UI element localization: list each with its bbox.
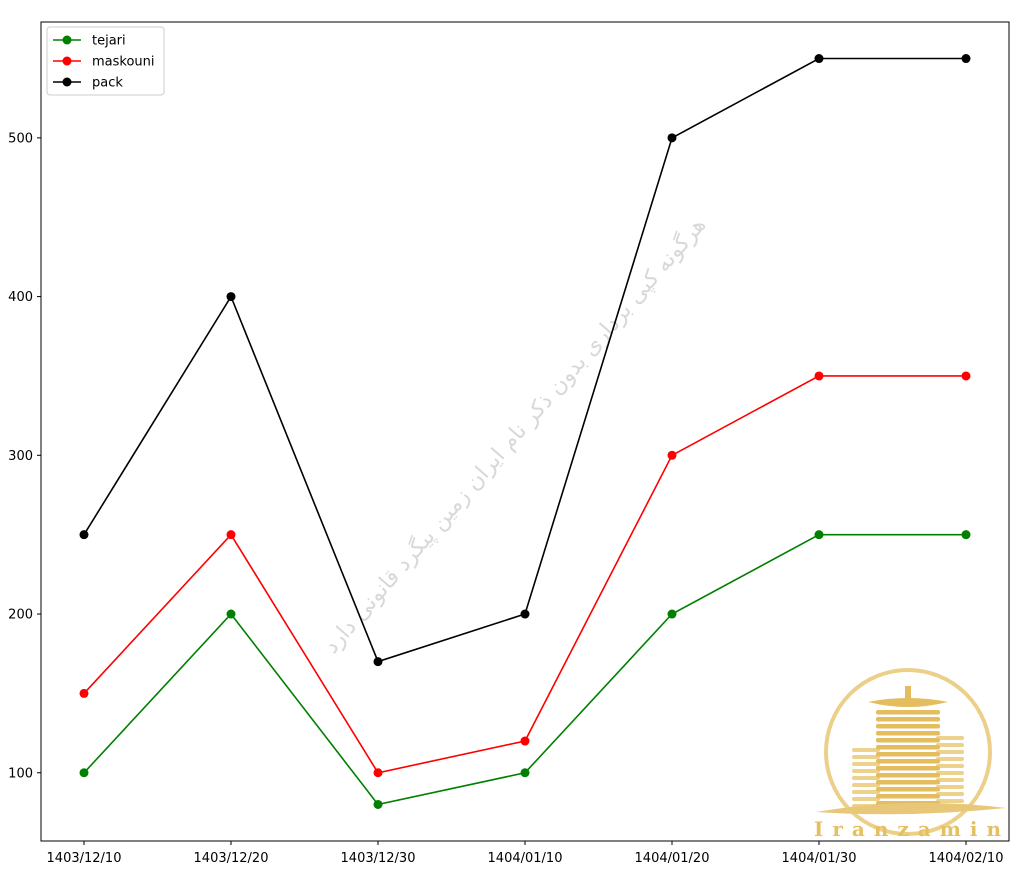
legend-item-maskouni: maskouni	[53, 55, 155, 70]
series-line-tejari	[83, 533, 966, 806]
data-point-pack	[79, 530, 89, 540]
series-pack	[79, 54, 971, 667]
legend-marker	[62, 77, 72, 87]
x-tick-label: 1404/01/20	[635, 851, 710, 866]
legend-label: pack	[92, 76, 123, 91]
logo-ring-band	[876, 724, 940, 729]
watermark: هرگونه کپی برداری بدون ذکر نام ایران زمی…	[318, 212, 711, 658]
x-axis: 1403/12/10 1403/12/20 1403/12/30 1404/01/10…	[47, 841, 1004, 866]
data-point-maskouni	[814, 371, 824, 381]
logo-ring-band	[936, 743, 964, 747]
logo-ring-band	[936, 750, 964, 754]
data-point-tejari	[520, 768, 530, 778]
logo-ring-band	[852, 790, 880, 794]
logo-ring-band	[876, 738, 940, 743]
logo-ring-band	[936, 764, 964, 768]
y-tick-label: 200	[8, 608, 33, 623]
x-tick-label: 1404/02/10	[929, 851, 1004, 866]
logo-ring	[824, 668, 992, 836]
logo-ring-band	[852, 783, 880, 787]
logo-text: Iranzamin	[814, 817, 1010, 841]
logo-ring-band	[876, 787, 940, 792]
logo-ring-band	[936, 799, 964, 803]
series-layer	[79, 54, 971, 809]
data-point-tejari	[667, 609, 677, 619]
logo-ring-band	[936, 771, 964, 775]
data-point-tejari	[226, 609, 236, 619]
legend-item-tejari: tejari	[53, 34, 126, 49]
legend-label: maskouni	[92, 55, 155, 70]
legend-item-pack: pack	[53, 76, 123, 91]
legend-label: tejari	[92, 34, 126, 49]
series-line-pack	[83, 57, 966, 663]
data-point-pack	[226, 292, 236, 302]
x-tick-label: 1404/01/30	[782, 851, 857, 866]
data-point-tejari	[79, 768, 89, 778]
x-tick-label: 1403/12/20	[194, 851, 269, 866]
logo-ring-band	[852, 797, 880, 801]
logo-ring-band	[852, 748, 880, 752]
x-tick-label: 1403/12/10	[47, 851, 122, 866]
logo-building-icon	[852, 686, 964, 813]
data-point-maskouni	[667, 450, 677, 460]
data-point-tejari	[961, 530, 971, 540]
logo-ring-band	[936, 785, 964, 789]
data-point-pack	[814, 54, 824, 64]
legend-box	[46, 26, 165, 96]
y-tick-label: 500	[8, 131, 33, 146]
data-point-maskouni	[520, 736, 530, 746]
data-point-pack	[373, 657, 383, 667]
iranzamin-logo: Iranzamin	[814, 668, 1010, 841]
logo-ring-band	[876, 780, 940, 785]
data-point-pack	[520, 609, 530, 619]
legend-marker	[62, 35, 72, 45]
data-point-tejari	[814, 530, 824, 540]
y-axis: 100 200 300 400 500	[8, 131, 41, 781]
y-tick-label: 300	[8, 449, 33, 464]
logo-ring-band	[876, 752, 940, 757]
logo-ring-band	[852, 776, 880, 780]
data-point-pack	[961, 54, 971, 64]
logo-ring-band	[936, 736, 964, 740]
x-tick-label: 1404/01/10	[488, 851, 563, 866]
x-tick-label: 1403/12/30	[341, 851, 416, 866]
series-tejari	[79, 530, 971, 809]
legend: tejari maskouni pack	[46, 26, 165, 96]
logo-ring-band	[876, 717, 940, 722]
data-point-tejari	[373, 799, 383, 809]
watermark-text: هرگونه کپی برداری بدون ذکر نام ایران زمی…	[318, 212, 711, 658]
logo-swoosh	[816, 802, 1006, 815]
logo-ring-band	[876, 759, 940, 764]
y-tick-label: 400	[8, 290, 33, 305]
data-point-maskouni	[373, 768, 383, 778]
logo-wing	[868, 698, 948, 707]
logo-ring-band	[936, 778, 964, 782]
logo-ring-band	[936, 757, 964, 761]
series-maskouni	[79, 371, 971, 778]
data-point-maskouni	[226, 530, 236, 540]
logo-ring-band	[876, 745, 940, 750]
logo-ring-band	[876, 710, 940, 715]
data-point-maskouni	[79, 688, 89, 698]
data-point-maskouni	[961, 371, 971, 381]
logo-ring-band	[852, 762, 880, 766]
y-tick-label: 100	[8, 766, 33, 781]
logo-ring-band	[876, 766, 940, 771]
data-point-pack	[667, 133, 677, 143]
logo-ring-band	[852, 755, 880, 759]
legend-marker	[62, 56, 72, 66]
logo-figure	[905, 686, 911, 700]
logo-ring-band	[876, 731, 940, 736]
logo-ring-band	[936, 792, 964, 796]
logo-ring-band	[852, 769, 880, 773]
logo-ring-band	[876, 773, 940, 778]
logo-ring-band	[876, 794, 940, 799]
